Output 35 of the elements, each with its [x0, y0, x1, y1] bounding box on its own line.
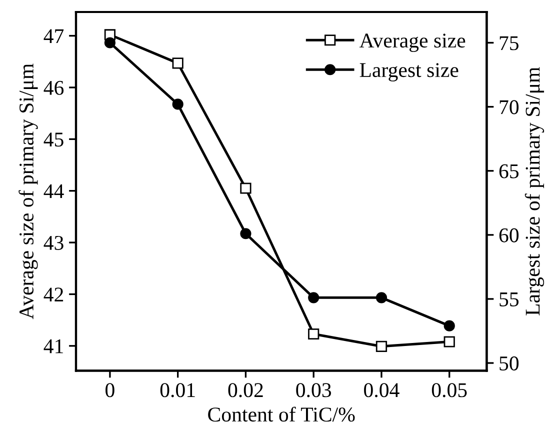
y-tick-label: 43	[44, 236, 64, 250]
y2-tick-label: 55	[500, 292, 519, 306]
x-tick-label: 0.02	[228, 383, 263, 398]
x-tick-label: 0.04	[364, 383, 400, 398]
legend-label: Largest size	[360, 63, 458, 82]
point	[308, 292, 320, 304]
y2-tick-label: 70	[500, 100, 519, 114]
x-tick-label: 0.03	[296, 383, 332, 398]
y-tick-label: 41	[44, 339, 63, 354]
legend-label: Average size	[359, 34, 466, 52]
point	[104, 37, 116, 48]
y-tick-label: 47	[44, 29, 64, 44]
y2-tick-label: 50	[500, 356, 519, 370]
point	[172, 98, 184, 110]
y-tick-label: 42	[44, 288, 64, 302]
point	[376, 340, 388, 352]
y-tick-label: 44	[44, 184, 64, 198]
y2-tick-label: 60	[499, 228, 519, 242]
y2-tick-label: 65	[499, 164, 519, 178]
x-axis-title: Content of TiC/%	[208, 406, 355, 422]
y-tick-label: 45	[44, 132, 64, 147]
x-tick-label: 0	[106, 383, 114, 398]
point	[308, 328, 320, 340]
x-tick-label: 0.01	[160, 383, 195, 398]
point	[240, 182, 252, 194]
y-tick-label: 46	[44, 80, 64, 95]
point	[240, 228, 252, 240]
point	[444, 320, 455, 332]
y2-axis-title: Largest size of primary Si/μm	[524, 67, 544, 316]
point	[172, 58, 184, 69]
y2-tick-label: 75	[500, 36, 519, 50]
point	[444, 336, 455, 348]
x-tick-label: 0.05	[432, 383, 467, 398]
point	[376, 292, 388, 304]
y-axis-title: Average size of primary Si/μm	[18, 64, 38, 320]
